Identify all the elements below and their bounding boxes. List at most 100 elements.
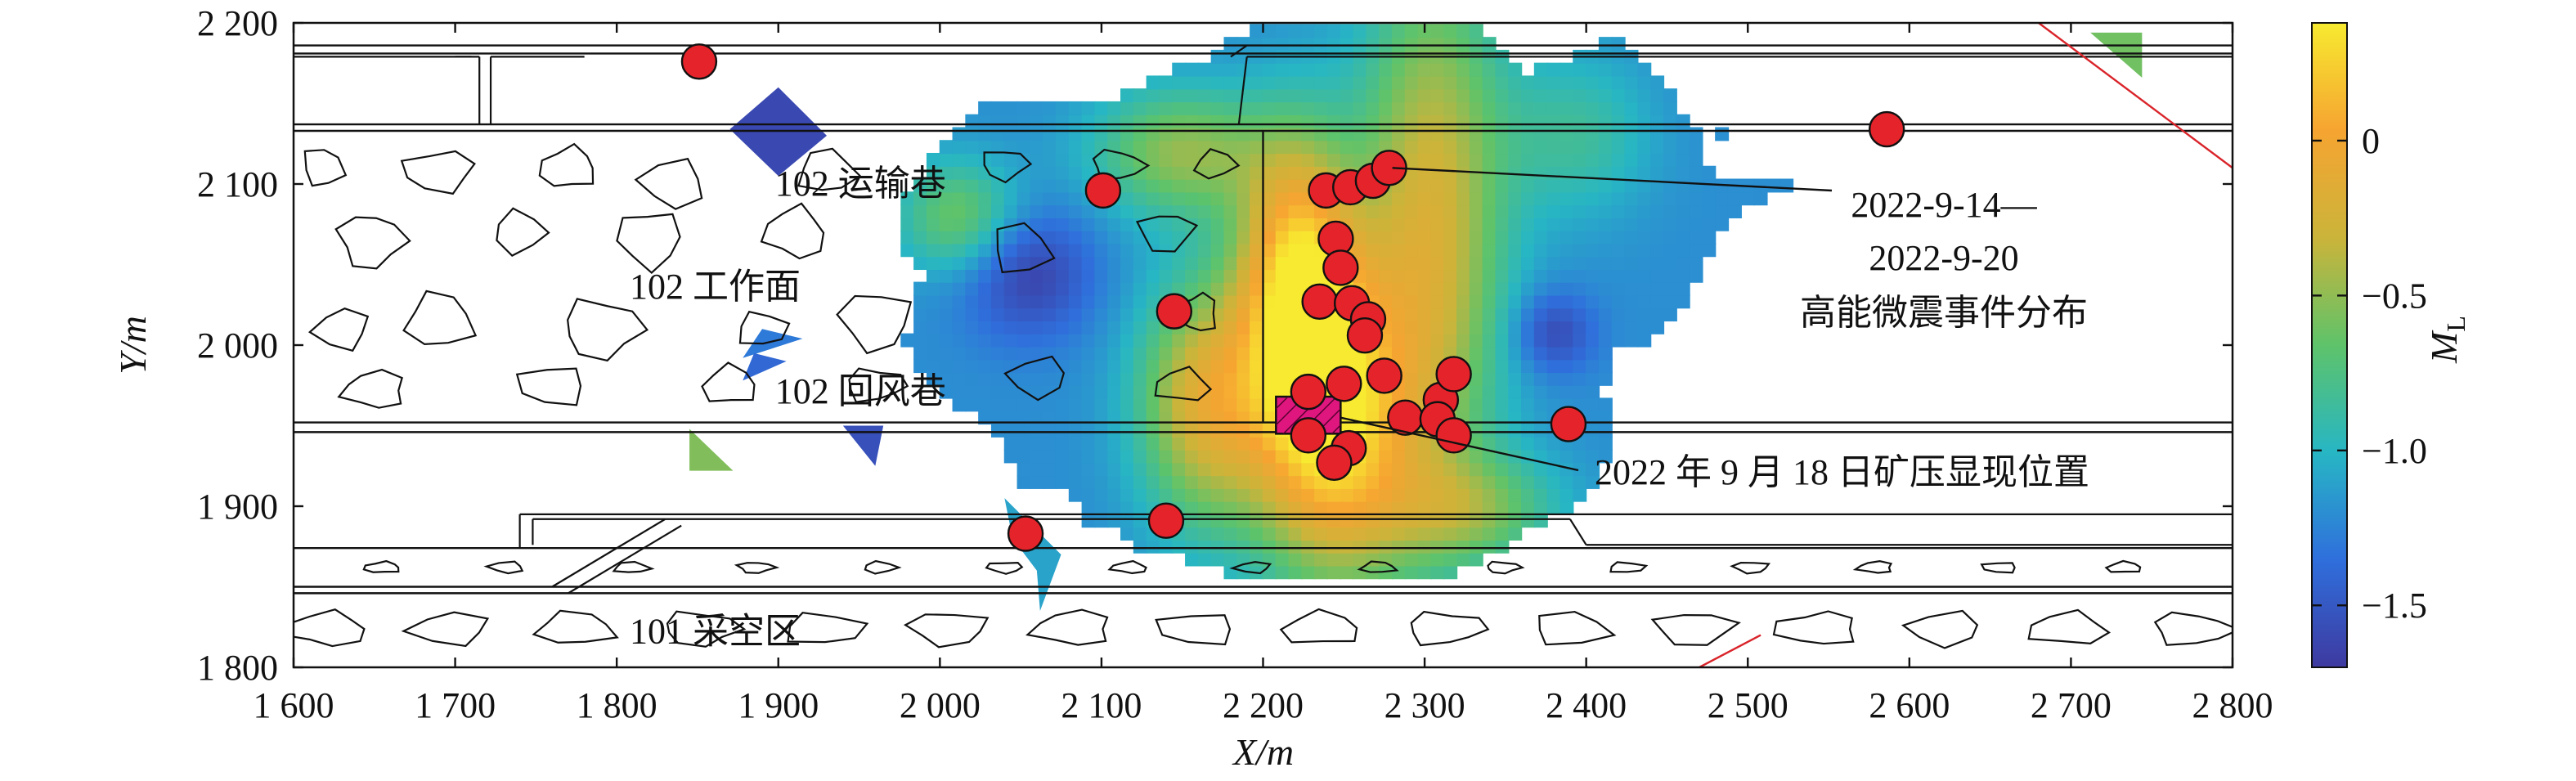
heatmap-cell (1030, 423, 1044, 438)
heatmap-cell (1043, 320, 1057, 334)
heatmap-cell (1443, 268, 1458, 283)
heatmap-cell (952, 294, 967, 309)
gob-cell (400, 150, 476, 195)
heatmap-cell (1016, 127, 1031, 141)
heatmap-cell (1236, 191, 1251, 206)
heatmap-cell (1379, 514, 1393, 528)
heatmap-cell (1262, 114, 1277, 128)
heatmap-cell (1560, 217, 1574, 231)
heatmap-cell (1185, 384, 1200, 399)
heatmap-cell (1637, 320, 1652, 334)
heatmap-cell (1533, 230, 1548, 245)
heatmap-cell (1236, 140, 1251, 155)
heatmap-cell (1133, 256, 1147, 271)
heatmap-cell (1030, 307, 1044, 322)
heatmap-cell (1650, 268, 1665, 283)
heatmap-cell (1546, 178, 1561, 193)
event-point (1290, 417, 1327, 454)
heatmap-cell (1637, 140, 1652, 155)
heatmap-cell (1624, 256, 1639, 271)
heatmap-cell (1043, 281, 1057, 296)
heatmap-cell (1275, 88, 1290, 103)
heatmap-cell (1379, 230, 1393, 245)
gob-cell (612, 560, 655, 573)
heatmap-cell (1495, 88, 1510, 103)
heatmap-cell (1094, 384, 1109, 399)
heatmap-cell (1482, 230, 1497, 245)
heatmap-cell (1016, 165, 1031, 180)
heatmap-cell (1417, 462, 1432, 477)
heatmap-cell (1663, 191, 1677, 206)
heatmap-cell (965, 204, 980, 218)
heatmap-cell (1288, 101, 1303, 115)
heatmap-cell (1185, 346, 1200, 361)
heatmap-cell (1159, 191, 1174, 206)
heatmap-cell (1043, 204, 1057, 218)
gob-cell (1154, 366, 1213, 402)
heatmap-cell (1250, 514, 1264, 528)
heatmap-cell (1443, 24, 1458, 38)
heatmap-cell (1340, 140, 1354, 155)
heatmap-cell (1016, 462, 1031, 477)
heatmap-cell (1663, 217, 1677, 231)
heatmap-cell (1495, 462, 1510, 477)
heatmap-cell (1275, 307, 1290, 322)
heatmap-cell (1340, 487, 1354, 502)
heatmap-cell (1586, 333, 1600, 348)
gob-cell (532, 609, 619, 644)
heatmap-cell (952, 230, 967, 245)
heatmap-cell (1611, 256, 1626, 271)
heatmap-cell (1016, 152, 1031, 167)
heatmap-cell (1404, 565, 1419, 580)
heatmap-cell (1469, 281, 1483, 296)
heatmap-cell (1533, 114, 1548, 128)
heatmap-cell (990, 294, 1005, 309)
gob-cell (1025, 608, 1109, 646)
heatmap-cell (1197, 243, 1212, 258)
heatmap-cell (1624, 230, 1639, 245)
heatmap-cell (1159, 462, 1174, 477)
heatmap-cell (1469, 411, 1483, 425)
heatmap-cell (1107, 397, 1122, 412)
gob-cell (1650, 613, 1741, 646)
heatmap-cell (1456, 294, 1471, 309)
heatmap-cell (1495, 281, 1510, 296)
heatmap-cell (1404, 127, 1419, 141)
heatmap-cell (990, 101, 1005, 115)
heatmap-cell (1586, 230, 1600, 245)
heatmap-cell (1262, 449, 1277, 464)
heatmap-cell (1546, 127, 1561, 141)
heatmap-cell (1573, 101, 1587, 115)
heatmap-cell (913, 178, 928, 193)
heatmap-cell (1185, 62, 1200, 77)
heatmap-cell (1250, 127, 1264, 141)
heatmap-cell (1262, 346, 1277, 361)
heatmap-cell (1185, 230, 1200, 245)
heatmap-cell (978, 411, 993, 425)
heatmap-cell (1573, 359, 1587, 374)
heatmap-cell (1353, 359, 1367, 374)
heatmap-cell (1223, 462, 1238, 477)
heatmap-cell (1391, 62, 1406, 77)
heatmap-cell (1495, 268, 1510, 283)
heatmap-cell (1560, 243, 1574, 258)
annotation-leaders (1340, 167, 1833, 472)
heatmap-cell (1262, 307, 1277, 322)
heatmap-cell (1443, 191, 1458, 206)
heatmap-cell (1663, 127, 1677, 141)
heatmap-cell (1379, 539, 1393, 554)
heatmap-cell (1236, 346, 1251, 361)
heatmap-cell (1081, 101, 1096, 115)
heatmap-cell (1223, 256, 1238, 271)
heatmap-cell (1560, 487, 1574, 502)
mine-line (551, 518, 666, 588)
heatmap-cell (1185, 359, 1200, 374)
heatmap-cell (1443, 127, 1458, 141)
heatmap-cell (1043, 217, 1057, 231)
heatmap-cell (1185, 333, 1200, 348)
heatmap-cell (1611, 178, 1626, 193)
heatmap-cell (1521, 294, 1536, 309)
heatmap-cell (1391, 191, 1406, 206)
heatmap-cell (1456, 256, 1471, 271)
heatmap-cell (1482, 62, 1497, 77)
